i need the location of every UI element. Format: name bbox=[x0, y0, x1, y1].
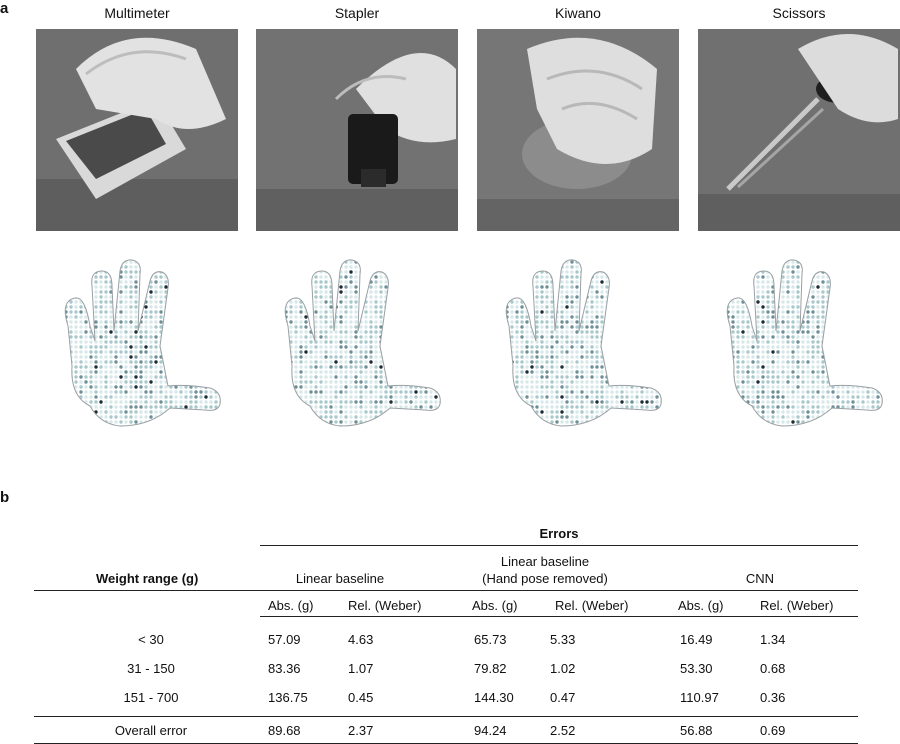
value-cell: 144.30 bbox=[474, 690, 514, 705]
overall-error-label: Overall error bbox=[114, 723, 188, 738]
value-cell: 1.34 bbox=[760, 632, 786, 647]
object-title: Kiwano bbox=[555, 5, 601, 21]
value-cell: 110.97 bbox=[680, 690, 719, 705]
value-cell: 0.47 bbox=[550, 690, 576, 705]
multimeter-photo bbox=[36, 29, 238, 231]
overall-value-cell: 89.68 bbox=[268, 723, 301, 738]
tactile-glove-map bbox=[270, 256, 450, 436]
method-header-linear-nopose: Linear baseline bbox=[500, 554, 590, 569]
value-cell: 5.33 bbox=[550, 632, 576, 647]
value-cell: 136.75 bbox=[268, 690, 308, 705]
kiwano-photo bbox=[477, 29, 679, 231]
object-title: Scissors bbox=[772, 5, 826, 21]
tactile-glove-map bbox=[50, 256, 230, 436]
value-cell: 79.82 bbox=[474, 661, 507, 676]
method-header-rule bbox=[34, 590, 858, 591]
subheader-rel: Rel. (Weber) bbox=[555, 598, 629, 613]
method-header-linear: Linear baseline bbox=[295, 571, 385, 586]
overall-top-rule bbox=[34, 716, 858, 717]
value-cell: 57.09 bbox=[268, 632, 301, 647]
overall-value-cell: 0.69 bbox=[760, 723, 786, 738]
errors-header-rule bbox=[260, 545, 858, 546]
value-cell: 65.73 bbox=[474, 632, 507, 647]
scissors-photo bbox=[698, 29, 900, 231]
errors-group-header: Errors bbox=[539, 526, 579, 541]
subheader-rel: Rel. (Weber) bbox=[348, 598, 422, 613]
value-cell: 0.45 bbox=[348, 690, 374, 705]
method-header-linear-nopose-sub: (Hand pose removed) bbox=[482, 571, 608, 586]
value-cell: 1.02 bbox=[550, 661, 576, 676]
overall-value-cell: 56.88 bbox=[680, 723, 713, 738]
overall-value-cell: 2.37 bbox=[348, 723, 374, 738]
weight-range-cell: 31 - 150 bbox=[127, 661, 175, 676]
tactile-glove-map bbox=[491, 256, 671, 436]
value-cell: 0.36 bbox=[760, 690, 786, 705]
value-cell: 0.68 bbox=[760, 661, 786, 676]
value-cell: 4.63 bbox=[348, 632, 374, 647]
subheader-rel: Rel. (Weber) bbox=[760, 598, 834, 613]
subheader-abs: Abs. (g) bbox=[268, 598, 314, 613]
panel-a-label: a bbox=[0, 0, 9, 17]
object-title: Stapler bbox=[334, 5, 380, 21]
weight-range-cell: 151 - 700 bbox=[123, 690, 179, 705]
overall-value-cell: 2.52 bbox=[550, 723, 576, 738]
value-cell: 53.30 bbox=[680, 661, 713, 676]
object-title: Multimeter bbox=[104, 5, 170, 21]
weight-range-header: Weight range (g) bbox=[96, 571, 199, 586]
overall-value-cell: 94.24 bbox=[474, 723, 507, 738]
stapler-photo bbox=[256, 29, 458, 231]
tactile-glove-map bbox=[712, 256, 892, 436]
value-cell: 1.07 bbox=[348, 661, 374, 676]
method-header-cnn: CNN bbox=[745, 571, 775, 586]
value-cell: 16.49 bbox=[680, 632, 713, 647]
panel-b-label: b bbox=[0, 489, 10, 506]
subheader-rule bbox=[260, 616, 858, 617]
subheader-abs: Abs. (g) bbox=[678, 598, 724, 613]
weight-range-cell: < 30 bbox=[138, 632, 164, 647]
subheader-abs: Abs. (g) bbox=[472, 598, 518, 613]
value-cell: 83.36 bbox=[268, 661, 301, 676]
